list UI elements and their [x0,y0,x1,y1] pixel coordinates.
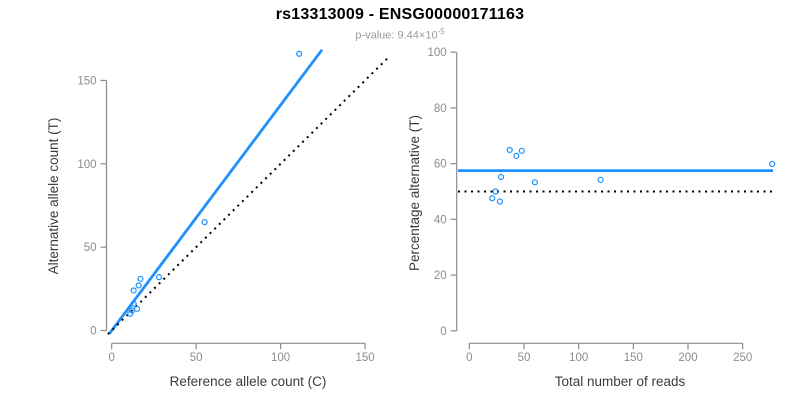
data-point [155,274,163,281]
x-tick-label: 150 [624,352,643,364]
pvalue-subtitle: p-value: 9.44×10-5 [0,27,800,42]
left-plot-xlabel: Reference allele count (C) [170,374,327,389]
left-plot-ylabel: Alternative allele count (T) [46,118,61,275]
data-point [296,50,303,57]
x-tick-label: 50 [518,352,531,364]
right-plot-xlabel: Total number of reads [555,374,686,389]
y-tick-label: 150 [77,75,96,87]
y-tick-label: 0 [440,326,446,338]
data-point [496,198,504,205]
data-point [133,305,141,312]
figure-header: rs13313009 - ENSG00000171163 p-value: 9.… [0,6,800,42]
x-tick-label: 100 [271,352,290,364]
data-point [492,188,499,195]
y-tick-label: 40 [434,214,447,226]
y-tick-label: 0 [90,326,96,338]
data-point [769,160,776,168]
data-point [513,152,520,159]
x-tick-label: 0 [466,352,472,364]
data-point [497,173,505,181]
x-tick-label: 100 [569,352,588,364]
y-tick-label: 20 [434,270,447,282]
left-plot: 0 50 100 150 0 50 100 150 [77,48,390,364]
pvalue-text: p-value: 9.44×10 [355,29,438,42]
data-point [518,147,525,154]
x-tick-label: 200 [678,352,697,364]
data-point [130,300,137,307]
data-point [130,287,137,294]
right-plot: 0 50 100 150 200 250 0 20 40 60 80 100 [428,47,776,364]
x-tick-label: 250 [733,352,752,364]
y-tick-label: 100 [428,47,447,59]
data-point [531,179,539,186]
data-point [506,146,513,154]
y-tick-label: 80 [434,103,447,115]
data-point [135,282,142,289]
figure-title: rs13313009 - ENSG00000171163 [275,6,525,23]
x-tick-label: 150 [355,352,374,364]
x-tick-label: 0 [108,352,114,364]
x-tick-label: 50 [190,352,203,364]
y-tick-label: 50 [84,242,97,254]
data-point [489,195,496,202]
y-tick-label: 100 [77,159,96,171]
y-tick-label: 60 [434,159,447,171]
regression-line [108,48,324,335]
data-point [137,275,144,282]
data-point [597,176,604,183]
identity-line [107,56,390,335]
right-plot-ylabel: Percentage alternative (T) [407,115,422,271]
data-point [127,310,134,317]
pvalue-exponent: -5 [437,27,445,36]
data-point [201,219,208,226]
